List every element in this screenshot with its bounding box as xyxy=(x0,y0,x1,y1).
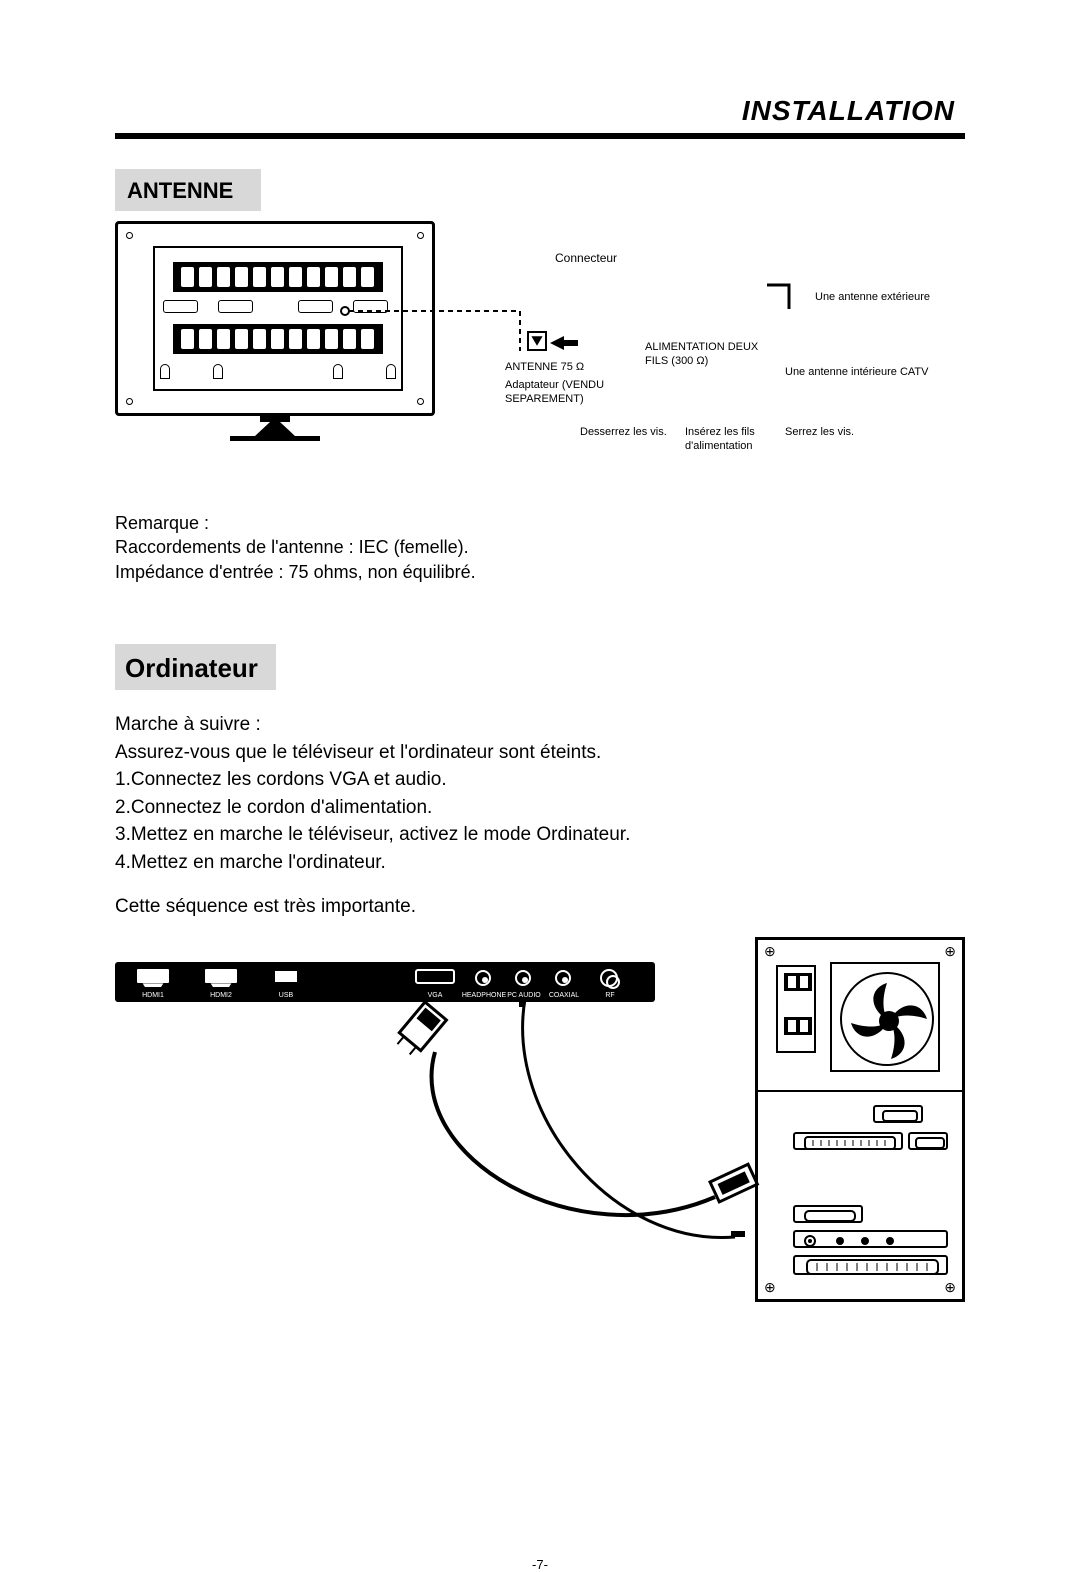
antenna-note: Remarque : Raccordements de l'antenne : … xyxy=(115,511,965,584)
connector-arrow-icon xyxy=(527,331,547,351)
steps-line-4: 3.Mettez en marche le téléviseur, active… xyxy=(115,822,965,848)
usb-port-icon xyxy=(275,971,297,982)
pc-parallel-port-icon xyxy=(793,1132,903,1150)
pc-vga-port-icon xyxy=(873,1105,923,1123)
steps-line-5: 4.Mettez en marche l'ordinateur. xyxy=(115,850,965,876)
arrow-left-icon xyxy=(550,336,578,355)
label-antenne-75: ANTENNE 75 Ω xyxy=(505,361,584,375)
label-serrez: Serrez les vis. xyxy=(785,426,854,440)
computer-section: Ordinateur Marche à suivre : Assurez-vou… xyxy=(115,644,965,1337)
header-divider xyxy=(115,133,965,139)
pc-parallel-port-2-icon xyxy=(793,1255,948,1275)
pc-fan-icon xyxy=(830,962,940,1072)
page-number: -7- xyxy=(532,1557,548,1572)
rf-port-icon xyxy=(600,969,618,987)
pc-small-vga-icon xyxy=(908,1132,948,1150)
headphone-port-icon xyxy=(475,970,491,986)
tv-port-bar: HDMI1 HDMI2 USB VGA HEADPHONE PC AUDIO C… xyxy=(115,962,655,1002)
hdmi1-label: HDMI1 xyxy=(135,992,171,999)
computer-section-label-box: Ordinateur xyxy=(115,644,276,690)
screw-icon: ⊕ xyxy=(944,1279,956,1296)
label-antenne-int: Une antenne intérieure CATV xyxy=(785,366,929,380)
dashed-line-icon xyxy=(340,306,540,366)
label-antenne-ext: Une antenne extérieure xyxy=(815,291,930,305)
steps-outro: Cette séquence est très importante. xyxy=(115,894,965,920)
antenna-section-label: ANTENNE xyxy=(115,169,261,213)
label-desserrez: Desserrez les vis. xyxy=(580,426,667,440)
screw-icon: ⊕ xyxy=(944,943,956,960)
hdmi2-port-icon xyxy=(205,969,237,983)
note-line-1: Remarque : xyxy=(115,511,965,535)
computer-diagram: HDMI1 HDMI2 USB VGA HEADPHONE PC AUDIO C… xyxy=(115,937,965,1337)
antenna-section-label-box: ANTENNE xyxy=(115,169,261,211)
page: INSTALLATION ANTENNE xyxy=(115,95,965,1337)
note-line-3: Impédance d'entrée : 75 ohms, non équili… xyxy=(115,560,965,584)
pcaudio-port-icon xyxy=(515,970,531,986)
vga-port-icon xyxy=(415,969,455,984)
steps-line-2: 1.Connectez les cordons VGA et audio. xyxy=(115,767,965,793)
steps-intro: Marche à suivre : xyxy=(115,712,965,738)
coaxial-port-icon xyxy=(555,970,571,986)
page-title: INSTALLATION xyxy=(115,95,965,127)
pc-audio-jacks-icon xyxy=(793,1230,948,1248)
tv-stand-icon xyxy=(225,416,325,441)
hdmi2-label: HDMI2 xyxy=(203,992,239,999)
screw-icon: ⊕ xyxy=(764,1279,776,1296)
computer-section-label: Ordinateur xyxy=(115,644,276,693)
label-alimentation: ALIMENTATION DEUX FILS (300 Ω) xyxy=(645,341,775,369)
label-inserez: Insérez les fils d'alimentation xyxy=(685,426,775,454)
note-line-2: Raccordements de l'antenne : IEC (femell… xyxy=(115,535,965,559)
usb-label: USB xyxy=(270,992,302,999)
steps-line-3: 2.Connectez le cordon d'alimentation. xyxy=(115,795,965,821)
external-antenna-icon xyxy=(765,283,805,308)
pc-serial-port-icon xyxy=(793,1205,863,1223)
hdmi1-port-icon xyxy=(137,969,169,983)
pc-power-icon xyxy=(776,965,816,1053)
screw-icon: ⊕ xyxy=(764,943,776,960)
steps-line-1: Assurez-vous que le téléviseur et l'ordi… xyxy=(115,740,965,766)
label-connecteur: Connecteur xyxy=(555,251,617,266)
pc-tower: ⊕ ⊕ ⊕ ⊕ xyxy=(755,937,965,1302)
antenna-diagram: Connecteur ANTENNE 75 Ω Adaptateur (VEND… xyxy=(115,221,965,481)
label-adaptateur: Adaptateur (VENDU SEPAREMENT) xyxy=(505,379,625,407)
cables-icon xyxy=(395,997,795,1297)
computer-steps: Marche à suivre : Assurez-vous que le té… xyxy=(115,712,965,919)
